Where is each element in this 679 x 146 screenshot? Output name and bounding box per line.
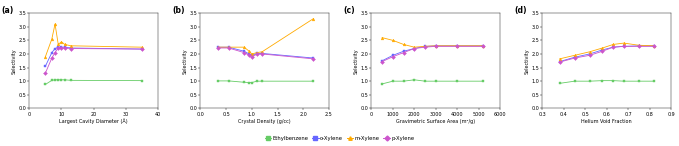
Y-axis label: Selectivity: Selectivity <box>183 48 187 74</box>
Y-axis label: Selectivity: Selectivity <box>353 48 359 74</box>
Text: (d): (d) <box>514 6 527 15</box>
Y-axis label: Selectivity: Selectivity <box>524 48 530 74</box>
X-axis label: Crystal Density (g/cc): Crystal Density (g/cc) <box>238 119 291 124</box>
X-axis label: Helium Void Fraction: Helium Void Fraction <box>581 119 632 124</box>
X-axis label: Gravimetric Surface Area (m²/g): Gravimetric Surface Area (m²/g) <box>396 119 475 124</box>
Legend: Ethylbenzene, o-Xylene, m-Xylene, p-Xylene: Ethylbenzene, o-Xylene, m-Xylene, p-Xyle… <box>263 134 416 143</box>
Text: (a): (a) <box>1 6 14 15</box>
Y-axis label: Selectivity: Selectivity <box>12 48 16 74</box>
X-axis label: Largest Cavity Diameter (Å): Largest Cavity Diameter (Å) <box>59 119 128 124</box>
Text: (b): (b) <box>172 6 185 15</box>
Text: (c): (c) <box>343 6 355 15</box>
